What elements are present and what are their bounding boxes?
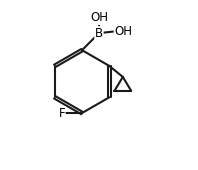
Text: OH: OH [114,25,132,38]
Text: B: B [95,27,103,40]
Text: F: F [58,107,65,120]
Text: OH: OH [90,11,108,24]
